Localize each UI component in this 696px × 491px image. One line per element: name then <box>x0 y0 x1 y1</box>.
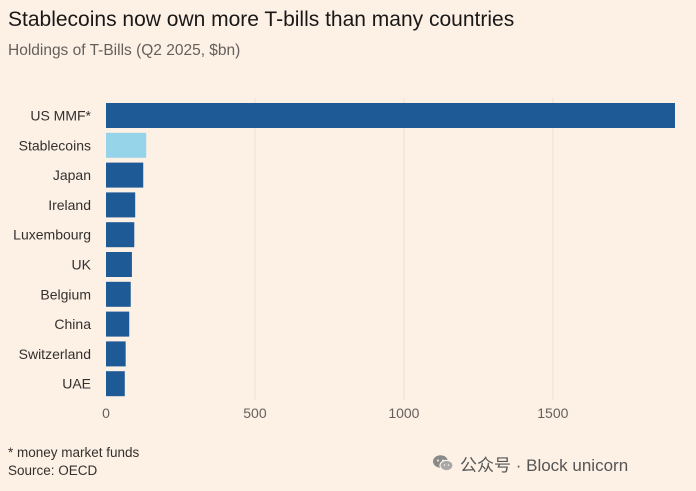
category-label: Switzerland <box>19 346 91 362</box>
watermark: 公众号 · Block unicorn <box>432 451 628 475</box>
chart-title: Stablecoins now own more T-bills than ma… <box>8 8 515 31</box>
bar-uk <box>106 252 132 277</box>
bar-belgium <box>106 281 131 307</box>
category-label: Luxembourg <box>13 227 91 243</box>
category-label: Japan <box>53 167 91 183</box>
category-label: China <box>54 316 91 332</box>
bar-japan <box>106 162 144 188</box>
grid-lines <box>254 98 554 400</box>
bar-ireland <box>106 192 136 218</box>
bars <box>106 103 675 397</box>
category-label: Ireland <box>48 197 91 213</box>
source-note: Source: OECD <box>8 463 98 478</box>
watermark-text: 公众号 · Block unicorn <box>460 455 629 475</box>
category-label: Stablecoins <box>19 137 91 153</box>
bar-stablecoins <box>106 132 147 158</box>
x-tick-labels: 0 500 1000 1500 <box>102 405 569 421</box>
x-tick-label: 1500 <box>537 405 568 421</box>
category-labels: US MMF* Stablecoins Japan Ireland Luxembourg… <box>13 108 91 392</box>
bar-china <box>106 311 130 337</box>
footnote: * money market funds <box>8 445 140 460</box>
chart-subtitle: Holdings of T-Bills (Q2 2025, $bn) <box>8 42 241 59</box>
bar-switzerland <box>106 341 126 367</box>
category-label: Belgium <box>40 286 91 302</box>
category-label: US MMF* <box>30 108 91 124</box>
bar-luxembourg <box>106 222 135 248</box>
bar-chart: US MMF* Stablecoins Japan Ireland Luxembourg… <box>13 98 675 421</box>
x-tick-label: 500 <box>243 405 267 421</box>
x-tick-label: 0 <box>102 405 110 421</box>
category-label: UK <box>72 257 92 273</box>
wechat-icon <box>433 455 454 472</box>
bar-us-mmf <box>106 103 675 128</box>
bar-uae <box>106 371 125 397</box>
category-label: UAE <box>62 376 91 392</box>
x-tick-label: 1000 <box>388 405 419 421</box>
